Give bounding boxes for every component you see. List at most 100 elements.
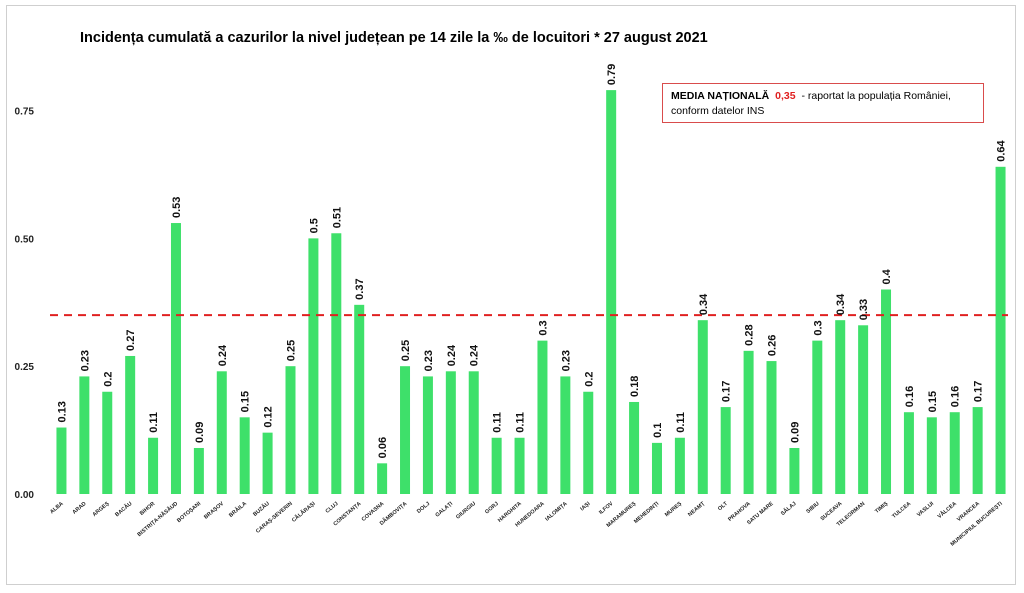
x-tick-label: TULCEA: [891, 501, 912, 520]
bar: [560, 376, 571, 494]
bar: [926, 417, 937, 494]
bar: [743, 350, 754, 494]
x-tick-label: CĂLĂRAȘI: [290, 500, 317, 524]
y-tick-label: 0.50: [15, 234, 35, 245]
bar: [125, 355, 136, 494]
data-label: 0.17: [721, 381, 733, 402]
bar: [903, 412, 914, 494]
data-label: 0.24: [217, 344, 229, 366]
x-tick-label: DOLJ: [416, 501, 431, 515]
data-label: 0.26: [767, 335, 779, 356]
x-tick-label: GIURGIU: [455, 501, 477, 521]
data-label: 0.12: [263, 406, 275, 427]
bar: [606, 90, 617, 495]
x-tick-label: BRAȘOV: [203, 501, 225, 521]
x-tick-label: OLT: [717, 501, 729, 513]
x-tick-label: ILFOV: [598, 501, 615, 516]
data-label: 0.17: [973, 381, 985, 402]
bar: [193, 447, 204, 494]
y-tick-label: 0.75: [15, 107, 35, 118]
bar: [720, 407, 731, 494]
data-label: 0.2: [583, 371, 595, 386]
bar: [835, 320, 846, 494]
x-tick-label: BISTRIȚA-NĂSĂUD: [136, 500, 179, 538]
national-average-text-2: conform datelor INS: [671, 105, 765, 117]
x-tick-label: NEAMȚ: [687, 501, 706, 519]
data-label: 0.24: [446, 344, 458, 366]
data-label: 0.23: [423, 350, 435, 371]
bar: [766, 361, 777, 494]
data-label: 0.16: [904, 386, 916, 407]
data-label: 0.3: [812, 320, 824, 335]
bar: [468, 371, 479, 494]
data-label: 0.25: [286, 340, 298, 361]
x-tick-label: ALBA: [49, 501, 65, 515]
x-tick-label: BRĂILA: [228, 500, 248, 519]
x-tick-label: ARGEȘ: [92, 501, 111, 518]
bar: [629, 401, 640, 494]
data-label: 0.09: [194, 422, 206, 443]
x-tick-label: GALAȚI: [435, 501, 455, 519]
x-tick-label: SIBIU: [805, 501, 820, 515]
bar: [422, 376, 433, 494]
data-label: 0.79: [606, 64, 618, 85]
data-label: 0.11: [492, 412, 504, 433]
bar: [400, 366, 411, 494]
data-label: 0.33: [858, 299, 870, 320]
x-tick-label: IALOMIȚA: [544, 501, 568, 523]
data-label: 0.5: [308, 218, 320, 233]
data-label: 0.25: [400, 340, 412, 361]
x-tick-label: VÂLCEA: [936, 500, 958, 520]
x-tick-label: VASLUI: [916, 501, 935, 519]
x-tick-label: MUREȘ: [664, 501, 683, 519]
bar: [881, 289, 892, 494]
data-label: 0.53: [171, 197, 183, 218]
chart-frame: [6, 5, 1016, 585]
x-tick-label: SĂLAJ: [779, 500, 797, 517]
data-label: 0.16: [950, 386, 962, 407]
bar: [491, 437, 502, 494]
bar: [972, 407, 983, 494]
data-label: 0.11: [515, 412, 527, 433]
data-label: 0.13: [56, 401, 68, 422]
x-tick-label: ARAD: [72, 501, 88, 516]
bar: [239, 417, 250, 494]
bar: [216, 371, 227, 494]
bar: [651, 442, 662, 494]
chart-title: Incidența cumulată a cazurilor la nivel …: [80, 30, 708, 46]
data-label: 0.28: [744, 324, 756, 345]
data-label: 0.06: [377, 437, 389, 458]
y-tick-label: 0.25: [15, 362, 35, 373]
bar: [308, 238, 319, 494]
data-label: 0.2: [102, 371, 114, 386]
data-label: 0.51: [331, 207, 343, 228]
data-label: 0.23: [560, 350, 572, 371]
x-tick-label: MEHEDINȚI: [633, 501, 660, 525]
data-label: 0.15: [240, 391, 252, 412]
bar: [949, 412, 960, 494]
bar: [331, 233, 342, 494]
bar: [377, 463, 388, 494]
bar: [79, 376, 90, 494]
x-tick-label: BACĂU: [114, 500, 134, 518]
bar: [262, 432, 273, 494]
data-label: 0.4: [881, 268, 893, 284]
data-label: 0.34: [698, 293, 710, 315]
national-average-value: 0,35: [775, 90, 796, 102]
x-tick-label: IAȘI: [579, 501, 591, 513]
data-label: 0.3: [537, 320, 549, 335]
x-tick-label: BOTOȘANI: [176, 501, 202, 524]
bar: [995, 166, 1006, 495]
bar: [789, 447, 800, 494]
bar: [537, 340, 548, 494]
bar: [812, 340, 823, 494]
bar: [583, 391, 594, 494]
data-label: 0.24: [469, 344, 481, 366]
x-tick-label: TIMIȘ: [874, 501, 889, 515]
bar: [148, 437, 159, 494]
data-label: 0.09: [789, 422, 801, 443]
data-label: 0.1: [652, 423, 664, 438]
data-label: 0.27: [125, 330, 137, 351]
y-tick-label: 0.00: [15, 490, 35, 501]
